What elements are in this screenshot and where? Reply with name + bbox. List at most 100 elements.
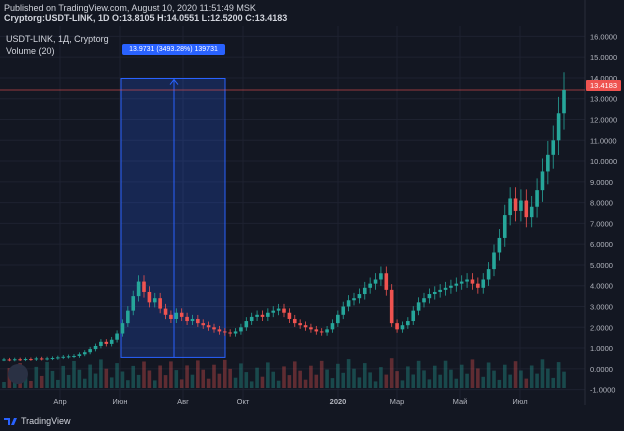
candle-body bbox=[443, 287, 448, 290]
candle-body bbox=[66, 356, 71, 358]
candle-body bbox=[7, 359, 12, 361]
high-value: 14.0551 bbox=[166, 13, 200, 23]
candle-body bbox=[120, 323, 125, 334]
series-legend[interactable]: USDT-LINK, 1Д, Cryptorg bbox=[6, 34, 109, 44]
candle-body bbox=[395, 323, 399, 330]
candle-body bbox=[228, 332, 232, 334]
candle-body bbox=[319, 331, 324, 333]
volume-bar bbox=[562, 371, 566, 388]
volume-bar bbox=[61, 365, 66, 388]
candle-body bbox=[362, 287, 367, 295]
tradingview-logo[interactable]: TradingView bbox=[4, 416, 71, 426]
volume-bar bbox=[470, 359, 475, 388]
candle-body bbox=[50, 358, 55, 360]
volume-bar bbox=[152, 380, 157, 388]
volume-legend[interactable]: Volume (20) bbox=[6, 46, 55, 56]
price-chart[interactable]: 16.0000 15.0000 14.0000 13.0000 12.0000 11.00… bbox=[0, 0, 624, 412]
candle-body bbox=[519, 200, 523, 211]
high-label: H: bbox=[157, 13, 167, 23]
volume-bar bbox=[476, 368, 480, 388]
candle-body bbox=[325, 329, 329, 333]
y-tick-label: 13.0000 bbox=[590, 95, 617, 104]
candle-body bbox=[266, 312, 270, 317]
candle-body bbox=[282, 308, 286, 313]
open-label: O: bbox=[112, 13, 123, 23]
candle-body bbox=[352, 298, 356, 301]
candle-body bbox=[104, 341, 109, 344]
candle-body bbox=[406, 321, 410, 326]
publish-header: Published on TradingView.com, August 10,… bbox=[0, 0, 624, 24]
candle-body bbox=[287, 312, 292, 319]
candle-body bbox=[88, 349, 92, 353]
volume-bar bbox=[411, 374, 416, 388]
low-label: L: bbox=[201, 13, 211, 23]
volume-bar bbox=[169, 361, 173, 388]
volume-bar bbox=[486, 362, 491, 388]
footer: TradingView bbox=[0, 412, 624, 431]
volume-bar bbox=[432, 365, 437, 388]
volume-bar bbox=[443, 360, 448, 388]
volume-bar bbox=[104, 368, 109, 388]
candle-body bbox=[29, 359, 33, 361]
candle-body bbox=[562, 90, 566, 114]
volume-bar bbox=[330, 378, 335, 388]
volume-bar bbox=[389, 358, 394, 388]
candle-body bbox=[109, 339, 114, 344]
volume-bar bbox=[438, 374, 442, 388]
candle-body bbox=[152, 298, 157, 303]
close-value: 13.4183 bbox=[254, 13, 288, 23]
volume-bar bbox=[395, 371, 399, 388]
volume-bar bbox=[540, 359, 545, 388]
volume-bar bbox=[508, 374, 512, 388]
candle-body bbox=[239, 327, 243, 332]
x-tick-label: Апр bbox=[53, 397, 66, 406]
volume-bar bbox=[529, 365, 534, 388]
volume-bar bbox=[185, 365, 189, 388]
volume-bar bbox=[427, 379, 432, 388]
y-tick-label: 2.0000 bbox=[590, 323, 613, 332]
candle-body bbox=[336, 314, 340, 324]
candle-body bbox=[222, 331, 227, 333]
tradingview-badge-icon[interactable] bbox=[8, 364, 28, 384]
y-tick-label: 3.0000 bbox=[590, 303, 613, 312]
volume-bar bbox=[217, 373, 222, 388]
candle-body bbox=[546, 154, 550, 172]
volume-bar bbox=[29, 380, 33, 388]
candle-body bbox=[384, 273, 389, 290]
x-tick-label: Июл bbox=[512, 397, 527, 406]
x-tick-label: Май bbox=[453, 397, 468, 406]
y-tick-label: 9.0000 bbox=[590, 178, 613, 187]
y-tick-label: 8.0000 bbox=[590, 199, 613, 208]
volume-bar bbox=[492, 370, 496, 388]
candle-body bbox=[45, 358, 49, 360]
symbol-label: Cryptorg:USDT-LINK, 1D bbox=[4, 13, 110, 23]
candle-body bbox=[142, 281, 146, 292]
volume-bar bbox=[298, 370, 302, 388]
y-tick-label: 6.0000 bbox=[590, 240, 613, 249]
ohlc-readout: Cryptorg:USDT-LINK, 1D O:13.8105 H:14.05… bbox=[4, 13, 287, 23]
candle-body bbox=[357, 294, 362, 299]
candle-body bbox=[206, 325, 211, 328]
volume-bar bbox=[2, 382, 6, 388]
candle-body bbox=[115, 333, 119, 340]
candle-body bbox=[346, 300, 351, 307]
candle-body bbox=[400, 325, 405, 330]
candle-body bbox=[379, 273, 383, 280]
candle-body bbox=[389, 289, 394, 324]
y-tick-label: 5.0000 bbox=[590, 261, 613, 270]
candle-body bbox=[99, 341, 103, 346]
volume-bar bbox=[239, 363, 243, 388]
candle-body bbox=[174, 312, 179, 319]
candle-body bbox=[93, 345, 98, 350]
volume-bar bbox=[292, 361, 297, 388]
volume-bar bbox=[206, 378, 211, 388]
volume-bar bbox=[368, 372, 372, 388]
candle-body bbox=[249, 316, 254, 322]
candle-body bbox=[556, 113, 561, 141]
candle-body bbox=[163, 308, 168, 315]
candle-body bbox=[34, 358, 39, 360]
candle-body bbox=[309, 327, 313, 330]
volume-bar bbox=[406, 366, 410, 388]
volume-bar bbox=[266, 362, 270, 388]
volume-bar bbox=[319, 360, 324, 388]
